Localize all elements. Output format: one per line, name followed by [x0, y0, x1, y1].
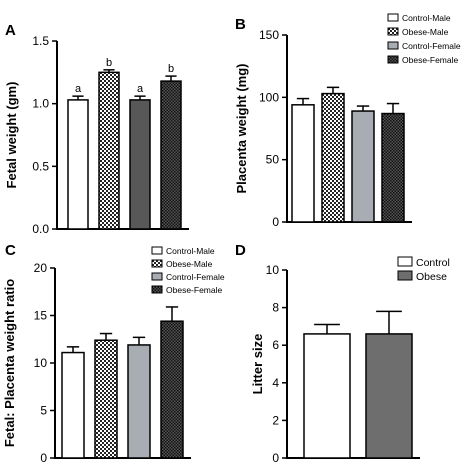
legend-label: Obese [416, 271, 447, 283]
legend-swatch [387, 13, 399, 22]
y-tick-label: 0 [40, 451, 47, 465]
bar-obese-female [381, 112, 405, 223]
legend-swatch [151, 259, 163, 268]
legend-label: Control [416, 257, 450, 269]
legend-label: Control-Male [402, 13, 451, 23]
y-tick-label: 4 [272, 376, 279, 390]
y-tick-label: 10 [34, 356, 48, 370]
y-tick-label: 6 [272, 338, 279, 352]
significance-letter: a [75, 83, 82, 95]
bar-obese [365, 333, 413, 459]
legend-swatch [397, 270, 413, 281]
chart-panel-c: C 0 5 10 15 20 Fetal: Placenta weight ratio Con… [2, 242, 225, 465]
panel-letter: C [5, 242, 16, 259]
y-tick-label: 0.5 [32, 159, 49, 173]
legend-swatch [151, 246, 163, 255]
y-axis-label: Litter size [250, 334, 265, 395]
y-axis-label: Placenta weight (mg) [234, 63, 249, 193]
significance-letter: a [137, 83, 144, 95]
y-axis-label: Fetal weight (gm) [4, 82, 19, 189]
y-tick-label: 10 [266, 263, 280, 277]
bar-control-female [129, 99, 151, 230]
legend-label: Obese-Female [166, 285, 222, 295]
chart-panel-a: A 0.0 0.5 1.0 1.5 Fetal weight (gm) a b a b [4, 22, 189, 236]
y-tick-label: 0.0 [32, 222, 49, 236]
legend-label: Control-Female [166, 272, 225, 282]
panel-letter: A [5, 22, 16, 39]
y-tick-label: 1.5 [32, 34, 49, 48]
legend-label: Obese-Female [402, 55, 458, 65]
panel-letter: D [235, 242, 246, 259]
legend-swatch [151, 272, 163, 281]
bar-obese-female [160, 80, 182, 230]
y-tick-label: 8 [272, 301, 279, 315]
bar-control-male [67, 99, 89, 230]
legend: Control-Male Obese-Male Control-Female Obes… [151, 246, 225, 295]
chart-panel-d: D 0 2 4 6 8 10 Litter size Control Obese [235, 242, 450, 465]
bar-control-female [127, 344, 151, 459]
bar-obese-male [321, 92, 345, 223]
significance-letter: b [106, 57, 112, 69]
bar-control-female [351, 110, 375, 223]
bar-obese-male [94, 339, 118, 459]
significance-letter: b [168, 63, 174, 75]
y-tick-label: 2 [272, 413, 279, 427]
legend-swatch [387, 55, 399, 64]
y-tick-label: 50 [266, 153, 280, 167]
chart-panel-b: B 0 50 100 150 Placenta weight (mg) Control-Ma… [234, 13, 461, 229]
y-tick-label: 150 [259, 28, 279, 42]
legend-swatch [387, 41, 399, 50]
y-tick-label: 15 [34, 309, 48, 323]
y-tick-label: 1.0 [32, 97, 49, 111]
legend-label: Control-Female [402, 41, 461, 51]
panel-letter: B [235, 16, 246, 33]
legend-label: Obese-Male [166, 259, 213, 269]
bar-obese-female [160, 320, 184, 459]
y-tick-label: 100 [259, 90, 279, 104]
legend-label: Obese-Male [402, 27, 449, 37]
y-axis-label: Fetal: Placenta weight ratio [2, 279, 17, 447]
y-tick-label: 0 [272, 215, 279, 229]
legend-swatch [397, 256, 413, 267]
legend-swatch [151, 285, 163, 294]
legend-swatch [387, 27, 399, 36]
bar-control-male [291, 104, 315, 223]
y-tick-label: 20 [34, 261, 48, 275]
bar-obese-male [98, 71, 120, 230]
y-tick-label: 5 [40, 404, 47, 418]
legend: Control-Male Obese-Male Control-Female Obes… [387, 13, 461, 65]
bar-control [303, 333, 351, 459]
bar-control-male [61, 351, 85, 459]
y-tick-label: 0 [272, 451, 279, 465]
legend: Control Obese [397, 256, 450, 283]
legend-label: Control-Male [166, 246, 215, 256]
